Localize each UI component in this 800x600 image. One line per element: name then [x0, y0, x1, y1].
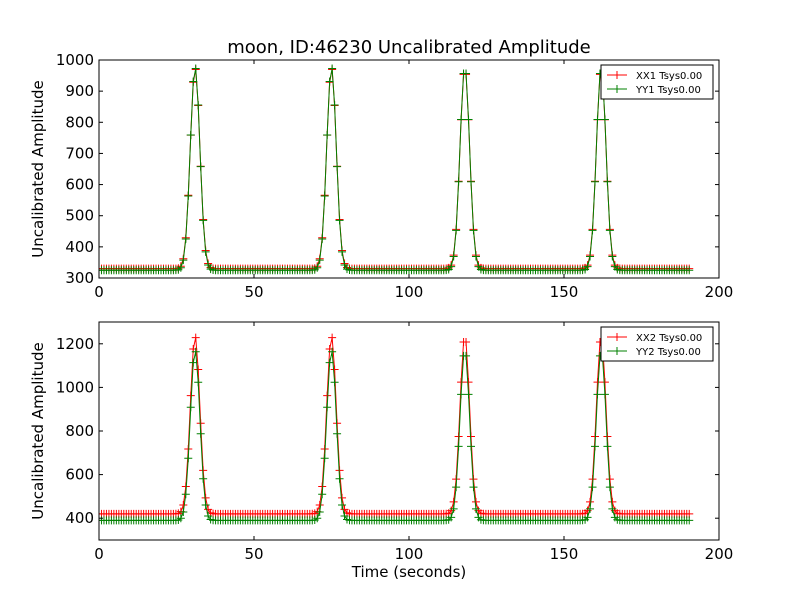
x-tick-label: 0 [94, 283, 104, 301]
y-tick-label: 400 [65, 238, 94, 256]
series-yy-2 [99, 347, 694, 525]
legend-marker [613, 333, 621, 341]
y-tick-label: 400 [65, 509, 94, 527]
y-tick-label: 1000 [56, 51, 94, 69]
y-tick-label: 900 [65, 82, 94, 100]
y-axis-label: Uncalibrated Amplitude [29, 80, 47, 257]
x-tick-label: 150 [550, 545, 579, 563]
y-tick-label: 600 [65, 466, 94, 484]
x-tick-label: 50 [244, 283, 263, 301]
series-markers [99, 64, 694, 275]
bottom-subplot: 0 50 100 150 200 400 600 800 1000 1200 Uncalibrate… [29, 321, 734, 581]
series-yy-1 [99, 64, 694, 275]
y-axis-label: Uncalibrated Amplitude [29, 342, 47, 519]
y-tick-label: 600 [65, 176, 94, 194]
y-tick-label: 800 [65, 113, 94, 131]
legend-box [600, 326, 714, 362]
x-tick-label: 200 [705, 283, 734, 301]
x-tick-label: 150 [550, 283, 579, 301]
legend-label: XX1 Tsys0.00 [636, 71, 702, 82]
y-tick-label: 1200 [56, 335, 94, 353]
legend: XX2 Tsys0.00 YY2 Tsys0.00 [600, 326, 714, 362]
legend-box [600, 64, 714, 100]
x-tick-label: 100 [395, 283, 424, 301]
series-xx-2 [99, 333, 694, 518]
x-tick-label: 200 [705, 545, 734, 563]
chart-title: moon, ID:46230 Uncalibrated Amplitude [227, 37, 591, 58]
x-axis-label: Time (seconds) [351, 563, 467, 581]
y-tick-label: 1000 [56, 378, 94, 396]
legend-marker [613, 85, 621, 93]
y-tick-label: 800 [65, 422, 94, 440]
legend-label: YY1 Tsys0.00 [635, 85, 701, 96]
top-subplot: 0 50 100 150 200 300 400 500 600 700 800 900 1000 Unc… [29, 51, 733, 301]
series-markers [99, 347, 694, 525]
legend-label: XX2 Tsys0.00 [636, 333, 702, 344]
y-tick-label: 700 [65, 144, 94, 162]
x-tick-label: 0 [94, 545, 104, 563]
legend-marker [613, 71, 621, 79]
x-tick-label: 100 [395, 545, 424, 563]
series-markers [99, 333, 694, 518]
legend-label: YY2 Tsys0.00 [635, 347, 701, 358]
legend: XX1 Tsys0.00 YY1 Tsys0.00 [600, 64, 714, 100]
y-tick-label: 500 [65, 207, 94, 225]
x-tick-label: 50 [244, 545, 263, 563]
legend-marker [613, 347, 621, 355]
y-tick-label: 300 [65, 269, 94, 287]
